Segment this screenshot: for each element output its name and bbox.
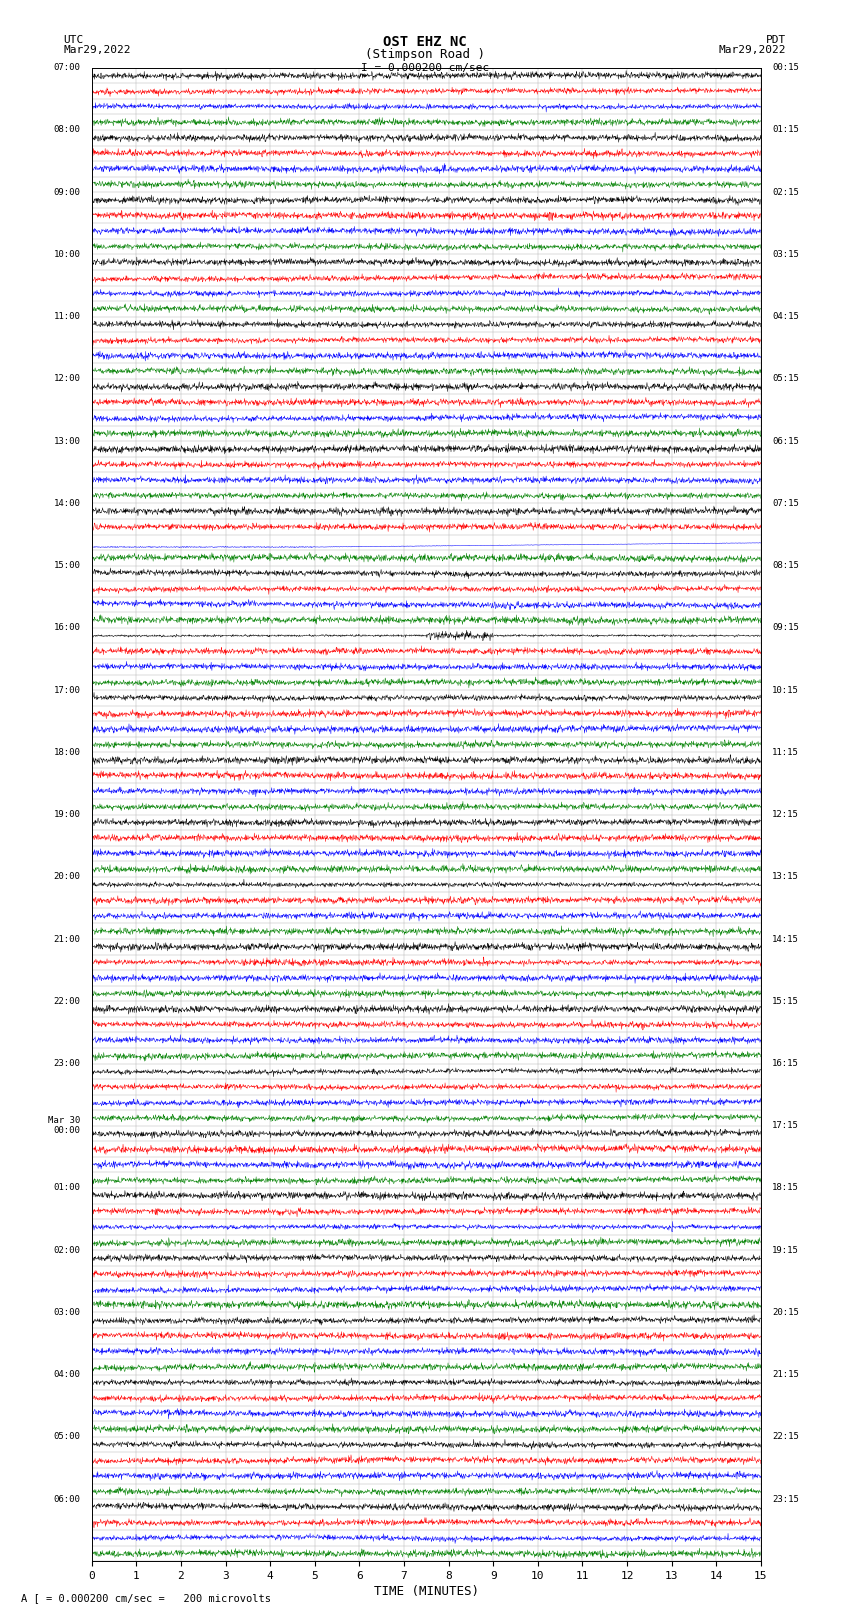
Text: 10:00: 10:00 (54, 250, 81, 260)
Text: 13:00: 13:00 (54, 437, 81, 445)
Text: (Stimpson Road ): (Stimpson Road ) (365, 48, 485, 61)
Text: 11:00: 11:00 (54, 313, 81, 321)
Text: OST EHZ NC: OST EHZ NC (383, 35, 467, 50)
Text: 12:15: 12:15 (772, 810, 799, 819)
Text: 18:15: 18:15 (772, 1184, 799, 1192)
Text: 10:15: 10:15 (772, 686, 799, 695)
Text: 06:15: 06:15 (772, 437, 799, 445)
Text: 05:00: 05:00 (54, 1432, 81, 1442)
Text: 09:15: 09:15 (772, 623, 799, 632)
Text: 08:00: 08:00 (54, 126, 81, 134)
Text: 20:15: 20:15 (772, 1308, 799, 1316)
Text: 03:00: 03:00 (54, 1308, 81, 1316)
Text: 17:00: 17:00 (54, 686, 81, 695)
Text: 16:00: 16:00 (54, 623, 81, 632)
Text: A [ = 0.000200 cm/sec =   200 microvolts: A [ = 0.000200 cm/sec = 200 microvolts (21, 1594, 271, 1603)
Text: 08:15: 08:15 (772, 561, 799, 569)
Text: 00:15: 00:15 (772, 63, 799, 73)
Text: 04:15: 04:15 (772, 313, 799, 321)
Text: 06:00: 06:00 (54, 1495, 81, 1503)
Text: 15:15: 15:15 (772, 997, 799, 1007)
Text: 23:15: 23:15 (772, 1495, 799, 1503)
Text: 21:15: 21:15 (772, 1369, 799, 1379)
Text: 23:00: 23:00 (54, 1060, 81, 1068)
Text: 15:00: 15:00 (54, 561, 81, 569)
Text: PDT: PDT (766, 35, 786, 45)
Text: 03:15: 03:15 (772, 250, 799, 260)
Text: UTC: UTC (64, 35, 84, 45)
Text: 18:00: 18:00 (54, 748, 81, 756)
Text: 19:15: 19:15 (772, 1245, 799, 1255)
X-axis label: TIME (MINUTES): TIME (MINUTES) (374, 1586, 479, 1598)
Text: 14:15: 14:15 (772, 934, 799, 944)
Text: 19:00: 19:00 (54, 810, 81, 819)
Text: 02:15: 02:15 (772, 187, 799, 197)
Text: 07:00: 07:00 (54, 63, 81, 73)
Text: 13:15: 13:15 (772, 873, 799, 881)
Text: 05:15: 05:15 (772, 374, 799, 384)
Text: 17:15: 17:15 (772, 1121, 799, 1131)
Text: Mar29,2022: Mar29,2022 (64, 45, 131, 55)
Text: Mar29,2022: Mar29,2022 (719, 45, 786, 55)
Text: 04:00: 04:00 (54, 1369, 81, 1379)
Text: 22:00: 22:00 (54, 997, 81, 1007)
Text: 09:00: 09:00 (54, 187, 81, 197)
Text: 01:00: 01:00 (54, 1184, 81, 1192)
Text: Mar 30
00:00: Mar 30 00:00 (48, 1116, 81, 1136)
Text: 07:15: 07:15 (772, 498, 799, 508)
Text: 21:00: 21:00 (54, 934, 81, 944)
Text: 20:00: 20:00 (54, 873, 81, 881)
Text: 14:00: 14:00 (54, 498, 81, 508)
Text: 11:15: 11:15 (772, 748, 799, 756)
Text: 22:15: 22:15 (772, 1432, 799, 1442)
Text: I = 0.000200 cm/sec: I = 0.000200 cm/sec (361, 63, 489, 73)
Text: 12:00: 12:00 (54, 374, 81, 384)
Text: 01:15: 01:15 (772, 126, 799, 134)
Text: 02:00: 02:00 (54, 1245, 81, 1255)
Text: 16:15: 16:15 (772, 1060, 799, 1068)
